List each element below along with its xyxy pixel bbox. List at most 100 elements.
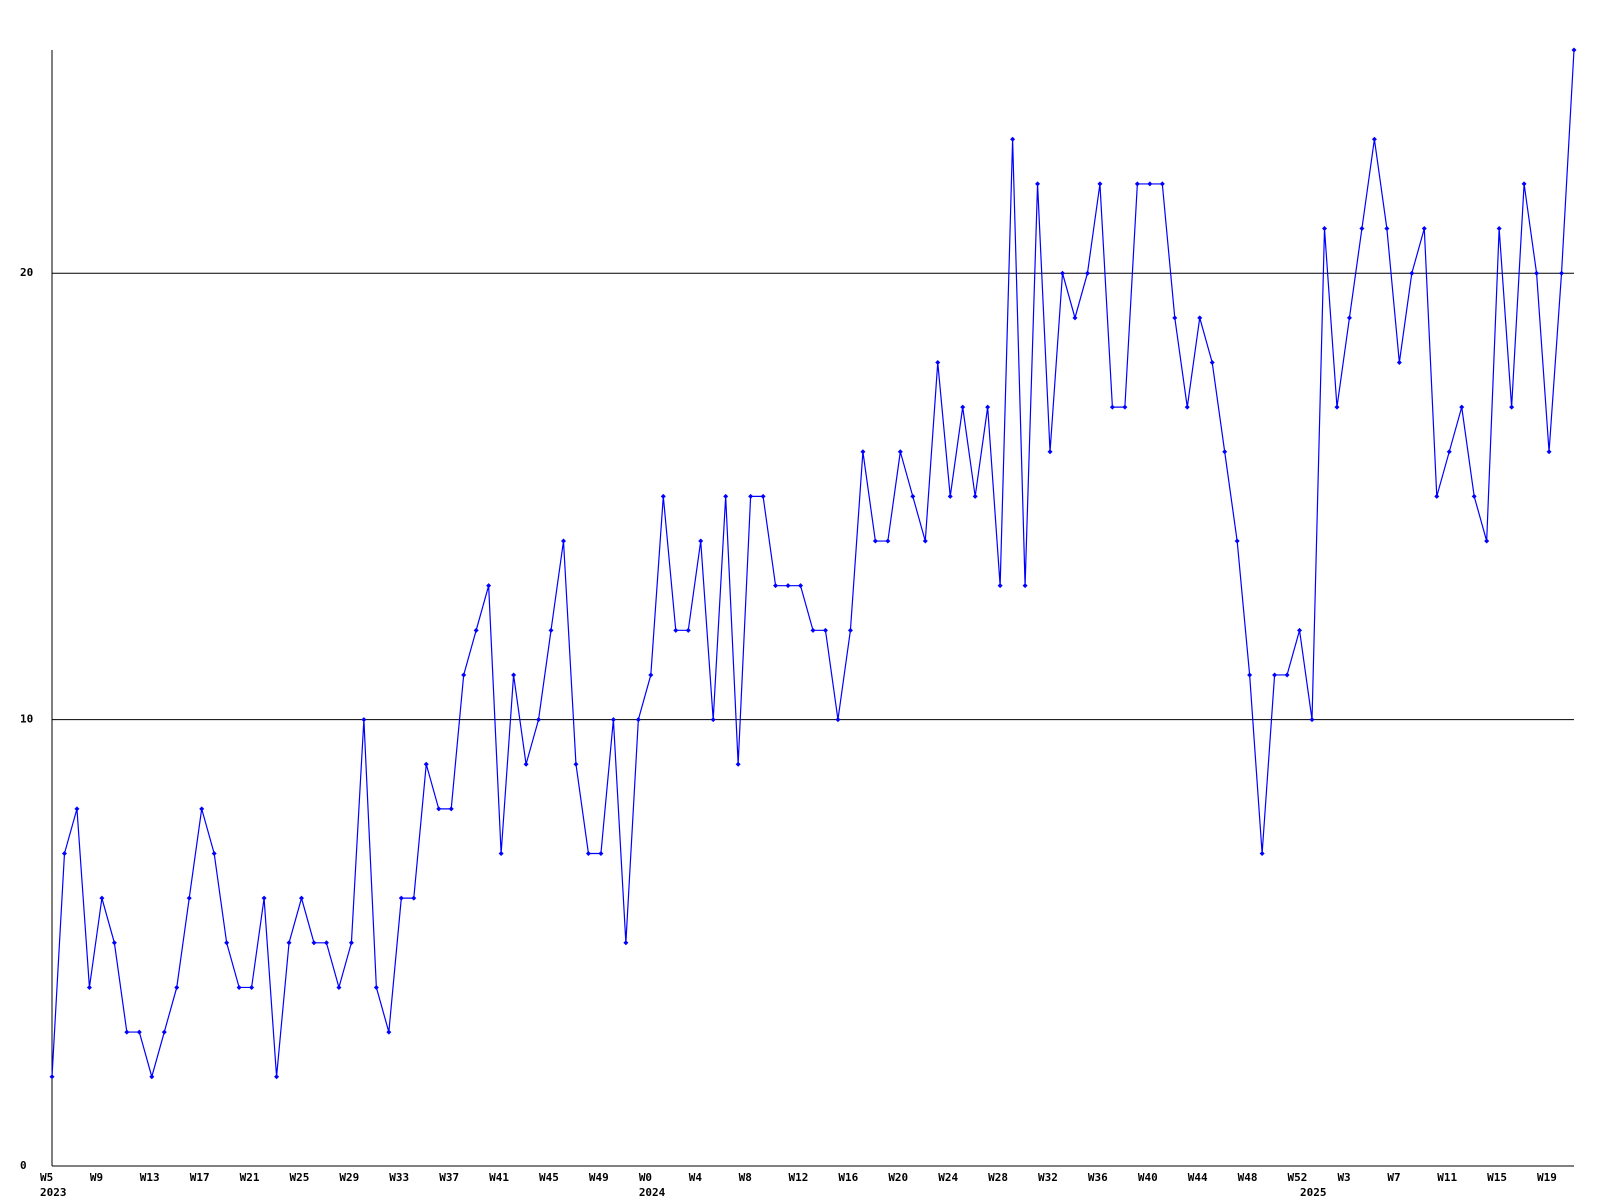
data-point bbox=[261, 895, 267, 901]
x-tick-label: W9 bbox=[90, 1171, 103, 1184]
data-point bbox=[1359, 226, 1365, 232]
data-point bbox=[1284, 672, 1290, 678]
data-point bbox=[1334, 404, 1340, 410]
x-tick-label: W7 bbox=[1387, 1171, 1400, 1184]
data-point bbox=[1184, 404, 1190, 410]
data-point bbox=[1134, 181, 1140, 187]
data-point bbox=[1247, 672, 1253, 678]
data-point bbox=[1197, 315, 1203, 321]
data-point bbox=[573, 761, 579, 767]
data-point bbox=[236, 984, 242, 990]
data-point bbox=[1534, 270, 1540, 276]
data-point bbox=[810, 627, 816, 633]
data-point bbox=[1521, 181, 1527, 187]
x-group-label: 2024 bbox=[639, 1186, 666, 1199]
data-point bbox=[136, 1029, 142, 1035]
x-tick-label: W17 bbox=[190, 1171, 210, 1184]
data-point bbox=[798, 583, 804, 589]
x-tick-label: W44 bbox=[1188, 1171, 1208, 1184]
data-point bbox=[1384, 226, 1390, 232]
data-point bbox=[985, 404, 991, 410]
data-point bbox=[1209, 359, 1215, 365]
data-point bbox=[748, 493, 754, 499]
data-point bbox=[922, 538, 928, 544]
x-tick-label: W41 bbox=[489, 1171, 509, 1184]
data-point bbox=[635, 717, 641, 723]
data-point bbox=[186, 895, 192, 901]
x-tick-label: W16 bbox=[838, 1171, 858, 1184]
data-point bbox=[1396, 359, 1402, 365]
data-point bbox=[685, 627, 691, 633]
x-group-label: 2023 bbox=[40, 1186, 67, 1199]
data-point bbox=[1446, 449, 1452, 455]
data-point bbox=[174, 984, 180, 990]
data-point bbox=[598, 851, 604, 857]
x-tick-label: W0 bbox=[639, 1171, 652, 1184]
data-point bbox=[1297, 627, 1303, 633]
data-point bbox=[710, 717, 716, 723]
x-tick-label: W49 bbox=[589, 1171, 609, 1184]
data-point bbox=[411, 895, 417, 901]
data-point bbox=[947, 493, 953, 499]
data-point bbox=[124, 1029, 130, 1035]
data-point bbox=[299, 895, 305, 901]
data-point bbox=[785, 583, 791, 589]
x-tick-label: W20 bbox=[888, 1171, 908, 1184]
data-point bbox=[822, 627, 828, 633]
y-tick-label: 10 bbox=[20, 713, 33, 726]
x-tick-label: W15 bbox=[1487, 1171, 1507, 1184]
x-tick-label: W24 bbox=[938, 1171, 958, 1184]
data-point bbox=[1409, 270, 1415, 276]
data-point bbox=[1559, 270, 1565, 276]
data-point bbox=[773, 583, 779, 589]
data-point bbox=[1122, 404, 1128, 410]
data-point bbox=[723, 493, 729, 499]
data-point bbox=[1159, 181, 1165, 187]
x-tick-label: W28 bbox=[988, 1171, 1008, 1184]
data-point bbox=[486, 583, 492, 589]
data-point bbox=[373, 984, 379, 990]
data-point bbox=[560, 538, 566, 544]
data-point bbox=[111, 940, 117, 946]
data-point bbox=[348, 940, 354, 946]
y-tick-label: 0 bbox=[20, 1159, 27, 1172]
data-point bbox=[648, 672, 654, 678]
data-point bbox=[1010, 136, 1016, 142]
data-point bbox=[1060, 270, 1066, 276]
data-point bbox=[274, 1074, 280, 1080]
data-point bbox=[1035, 181, 1041, 187]
data-point bbox=[1222, 449, 1228, 455]
data-point bbox=[872, 538, 878, 544]
data-point bbox=[698, 538, 704, 544]
data-point bbox=[1571, 47, 1577, 53]
data-point bbox=[835, 717, 841, 723]
data-point bbox=[249, 984, 255, 990]
x-tick-label: W45 bbox=[539, 1171, 559, 1184]
x-tick-label: W19 bbox=[1537, 1171, 1557, 1184]
y-tick-label: 20 bbox=[20, 266, 33, 279]
x-tick-label: W25 bbox=[290, 1171, 310, 1184]
data-point bbox=[523, 761, 529, 767]
data-point bbox=[99, 895, 105, 901]
data-point bbox=[323, 940, 329, 946]
data-point bbox=[311, 940, 317, 946]
data-point bbox=[224, 940, 230, 946]
data-point bbox=[1072, 315, 1078, 321]
data-point bbox=[1109, 404, 1115, 410]
data-point bbox=[623, 940, 629, 946]
data-point bbox=[1546, 449, 1552, 455]
data-point bbox=[1496, 226, 1502, 232]
data-point bbox=[461, 672, 467, 678]
x-tick-label: W32 bbox=[1038, 1171, 1058, 1184]
data-point bbox=[1309, 717, 1315, 723]
x-tick-label: W3 bbox=[1337, 1171, 1350, 1184]
data-point bbox=[972, 493, 978, 499]
data-point bbox=[935, 359, 941, 365]
x-tick-label: W29 bbox=[339, 1171, 359, 1184]
data-point bbox=[473, 627, 479, 633]
data-point bbox=[885, 538, 891, 544]
data-point bbox=[61, 851, 67, 857]
data-point bbox=[585, 851, 591, 857]
x-tick-label: W8 bbox=[739, 1171, 752, 1184]
